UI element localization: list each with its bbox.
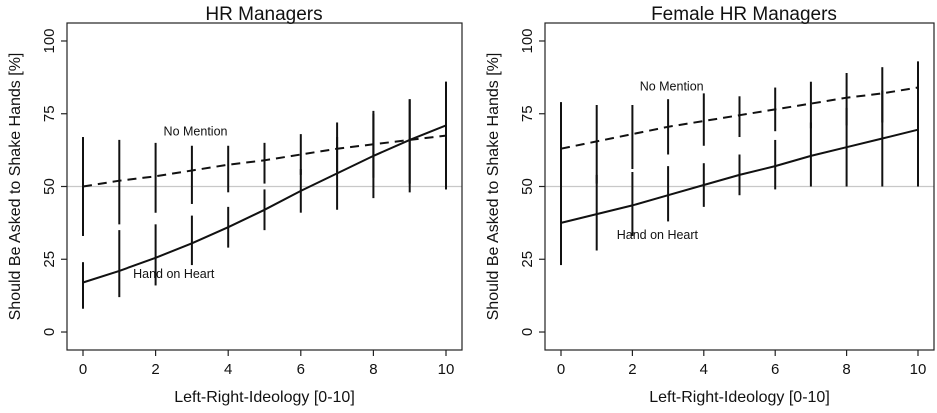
annotation-label: No Mention xyxy=(640,79,704,93)
x-tick-label: 2 xyxy=(151,361,159,378)
annotation-label: No Mention xyxy=(164,125,228,139)
x-tick-label: 6 xyxy=(297,361,305,378)
y-tick-label: 75 xyxy=(41,105,58,122)
x-tick-label: 0 xyxy=(557,361,565,378)
x-tick-label: 4 xyxy=(700,361,708,378)
y-axis-label: Should Be Asked to Shake Hands [%] xyxy=(485,53,502,321)
y-tick-label: 75 xyxy=(519,105,536,122)
series-hand-on-heart xyxy=(82,81,447,309)
chart-title: Female HR Managers xyxy=(651,4,837,25)
y-tick-label: 50 xyxy=(41,178,58,195)
series-line-hand-on-heart xyxy=(82,124,447,284)
y-tick-label: 100 xyxy=(41,28,58,53)
series-line-no-mention xyxy=(560,86,919,150)
x-tick-label: 10 xyxy=(438,361,455,378)
annotation-label: Hand on Heart xyxy=(133,267,215,281)
x-axis-label: Left-Right-Ideology [0-10] xyxy=(174,389,355,406)
annotation-label: Hand on Heart xyxy=(617,228,699,242)
chart-title: HR Managers xyxy=(205,4,322,25)
x-axis-label: Left-Right-Ideology [0-10] xyxy=(649,389,830,406)
y-tick-label: 25 xyxy=(519,251,536,268)
y-tick-label: 50 xyxy=(519,178,536,195)
x-tick-label: 2 xyxy=(628,361,636,378)
x-tick-label: 10 xyxy=(910,361,927,378)
x-tick-label: 8 xyxy=(842,361,850,378)
x-tick-label: 6 xyxy=(771,361,779,378)
y-tick-label: 0 xyxy=(519,328,536,336)
series-line-hand-on-heart xyxy=(560,128,919,224)
series-hand-on-heart xyxy=(560,72,919,266)
y-tick-label: 100 xyxy=(519,28,536,53)
series-line-no-mention xyxy=(82,134,447,188)
x-tick-label: 4 xyxy=(224,361,232,378)
y-axis-label: Should Be Asked to Shake Hands [%] xyxy=(7,53,24,321)
y-tick-label: 25 xyxy=(41,251,58,268)
x-tick-label: 0 xyxy=(79,361,87,378)
x-tick-label: 8 xyxy=(369,361,377,378)
y-tick-label: 0 xyxy=(41,328,58,336)
